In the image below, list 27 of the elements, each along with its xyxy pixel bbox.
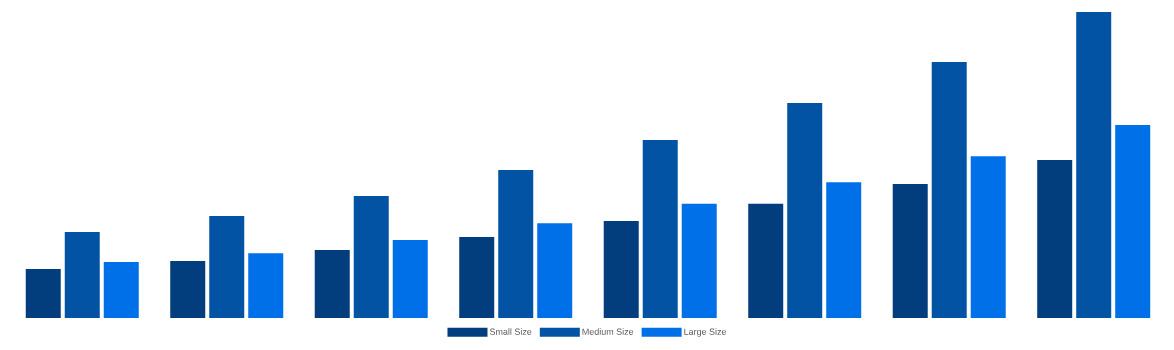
bar [64, 232, 100, 318]
bar [892, 183, 928, 318]
bar [209, 216, 245, 318]
bar [314, 250, 350, 318]
bar [787, 102, 823, 318]
bar [681, 203, 717, 318]
bar [248, 253, 284, 318]
legend-label: Small Size [489, 328, 532, 335]
bar [103, 262, 139, 318]
bar [970, 156, 1006, 318]
bar [1037, 160, 1073, 318]
bar [603, 221, 639, 318]
bar [25, 269, 61, 318]
bar [498, 169, 534, 318]
legend-label: Large Size [684, 328, 727, 337]
bar [537, 223, 573, 318]
bar [170, 261, 206, 318]
bar [748, 203, 784, 318]
bar [353, 195, 389, 318]
bar [642, 139, 678, 318]
bar [826, 182, 862, 318]
bar [1076, 12, 1112, 318]
bar [392, 239, 428, 318]
bar [1115, 124, 1151, 318]
bar [459, 236, 495, 318]
bar [931, 61, 967, 318]
legend-label: Medium Size [582, 328, 634, 335]
